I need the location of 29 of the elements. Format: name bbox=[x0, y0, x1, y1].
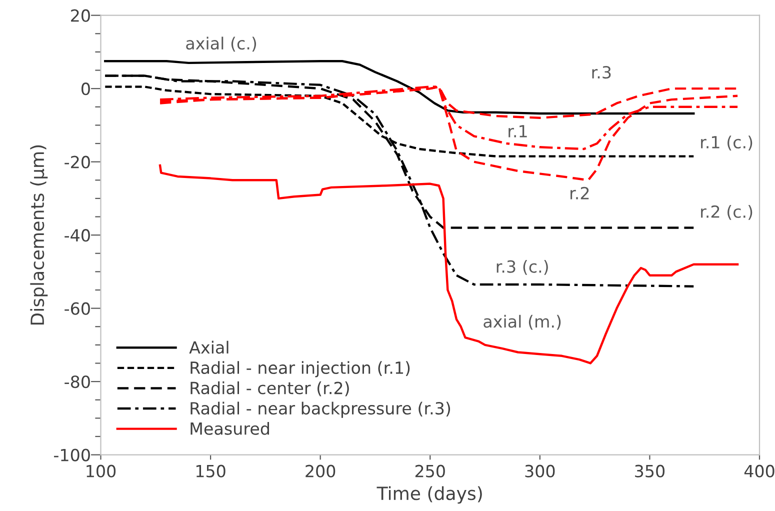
legend-label: Axial bbox=[189, 340, 228, 354]
x-tick-label: 300 bbox=[525, 464, 555, 478]
annotation: axial (m.) bbox=[484, 314, 561, 330]
annotation: axial (c.) bbox=[186, 36, 256, 52]
annotation: r.3 (c.) bbox=[496, 260, 548, 275]
x-tick-label: 200 bbox=[306, 464, 336, 478]
x-axis-title: Time (days) bbox=[376, 486, 482, 504]
x-tick-label: 250 bbox=[415, 464, 445, 478]
y-tick-label: -60 bbox=[64, 302, 90, 315]
annotation: r.2 (c.) bbox=[701, 205, 752, 220]
annotation: r.1 (c.) bbox=[701, 136, 752, 150]
x-tick-label: 400 bbox=[744, 464, 774, 478]
y-tick-label: -80 bbox=[64, 376, 90, 388]
legend-label: Radial - near backpressure (r.3) bbox=[190, 402, 450, 418]
y-tick-label: 20 bbox=[71, 9, 90, 22]
legend-label: Radial - center (r.2) bbox=[190, 381, 349, 396]
annotation: r.2 bbox=[570, 186, 589, 200]
legend-label: Measured bbox=[190, 422, 269, 435]
x-tick-label: 150 bbox=[196, 464, 226, 478]
y-axis-title: Displacements (μm) bbox=[30, 145, 48, 325]
annotation: r.1 bbox=[508, 125, 527, 138]
x-tick-label: 350 bbox=[635, 464, 665, 478]
y-tick-label: -40 bbox=[64, 229, 90, 242]
y-tick-label: -100 bbox=[54, 448, 90, 462]
y-tick-label: 0 bbox=[82, 82, 90, 96]
annotation: r.3 bbox=[592, 66, 611, 79]
x-tick-label: 100 bbox=[86, 464, 116, 478]
y-tick-label: -20 bbox=[64, 156, 90, 168]
legend-label: Radial - near injection (r.1) bbox=[190, 361, 410, 378]
